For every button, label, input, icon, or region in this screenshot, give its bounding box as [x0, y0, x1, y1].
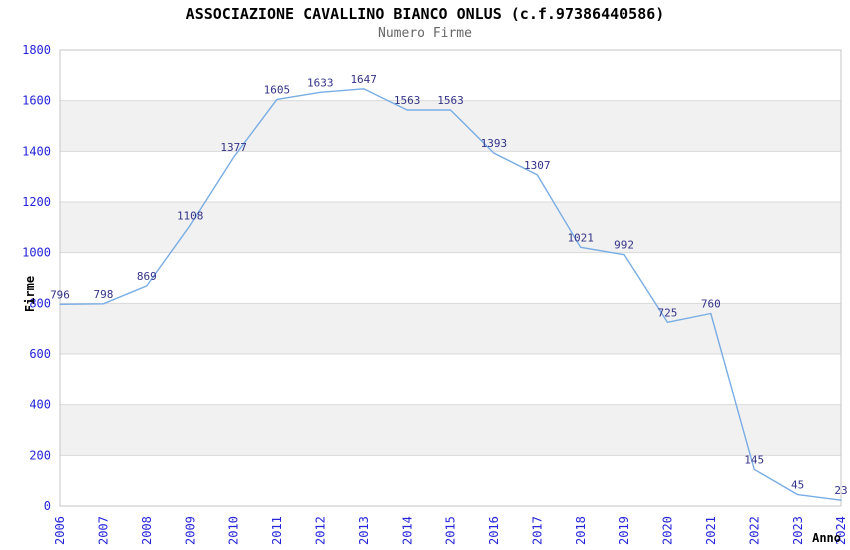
- x-tick-label: 2014: [400, 516, 414, 545]
- y-tick-label: 1200: [22, 195, 51, 209]
- y-tick-label: 1000: [22, 246, 51, 260]
- data-label: 1563: [437, 94, 464, 107]
- x-tick-label: 2008: [140, 516, 154, 545]
- y-tick-label: 0: [44, 499, 51, 513]
- plot-band: [60, 100, 841, 152]
- data-label: 798: [93, 288, 113, 301]
- y-tick-label: 200: [29, 448, 51, 462]
- data-label: 1377: [220, 141, 247, 154]
- data-label: 1393: [481, 137, 508, 150]
- x-tick-label: 2006: [53, 516, 67, 545]
- x-axis-title: Anno: [812, 531, 841, 545]
- plot-border: [59, 49, 842, 507]
- data-label: 796: [50, 288, 70, 301]
- x-tick-label: 2020: [661, 516, 675, 545]
- x-tick-label: 2011: [270, 516, 284, 545]
- data-label: 869: [137, 270, 157, 283]
- y-tick-label: 600: [29, 347, 51, 361]
- plot-band: [60, 202, 841, 253]
- data-label: 1633: [307, 76, 334, 89]
- x-tick-label: 2007: [97, 516, 111, 545]
- y-tick-label: 400: [29, 398, 51, 412]
- data-label: 145: [744, 453, 764, 466]
- x-tick-label: 2018: [574, 516, 588, 545]
- data-label: 1108: [177, 209, 204, 222]
- plot-band: [60, 303, 841, 354]
- data-label: 1605: [264, 83, 291, 96]
- data-label: 760: [701, 298, 721, 311]
- x-tick-label: 2016: [487, 516, 501, 545]
- data-label: 1307: [524, 159, 551, 172]
- y-tick-label: 800: [29, 296, 51, 310]
- chart-subtitle: Numero Firme: [378, 26, 472, 41]
- plot-band: [60, 404, 841, 456]
- x-tick-label: 2022: [747, 516, 761, 545]
- data-label: 1563: [394, 94, 421, 107]
- y-tick-label: 1400: [22, 144, 51, 158]
- x-tick-label: 2012: [314, 516, 328, 545]
- data-label: 45: [791, 479, 804, 492]
- x-tick-label: 2013: [357, 516, 371, 545]
- data-label: 23: [834, 484, 847, 497]
- y-tick-label: 1600: [22, 94, 51, 108]
- x-tick-label: 2019: [617, 516, 631, 545]
- data-label: 725: [657, 306, 677, 319]
- data-label: 1021: [567, 231, 594, 244]
- x-tick-label: 2023: [791, 516, 805, 545]
- y-axis-title: Firme: [23, 276, 37, 312]
- x-tick-label: 2009: [183, 516, 197, 545]
- x-tick-label: 2024: [834, 516, 848, 545]
- chart-title: ASSOCIAZIONE CAVALLINO BIANCO ONLUS (c.f…: [185, 5, 665, 23]
- x-tick-label: 2015: [444, 516, 458, 545]
- data-line: [59, 88, 842, 501]
- data-label: 992: [614, 239, 634, 252]
- data-label: 1647: [350, 73, 377, 86]
- x-tick-label: 2017: [530, 516, 544, 545]
- y-tick-label: 1800: [22, 43, 51, 57]
- x-tick-label: 2021: [704, 516, 718, 545]
- x-tick-label: 2010: [227, 516, 241, 545]
